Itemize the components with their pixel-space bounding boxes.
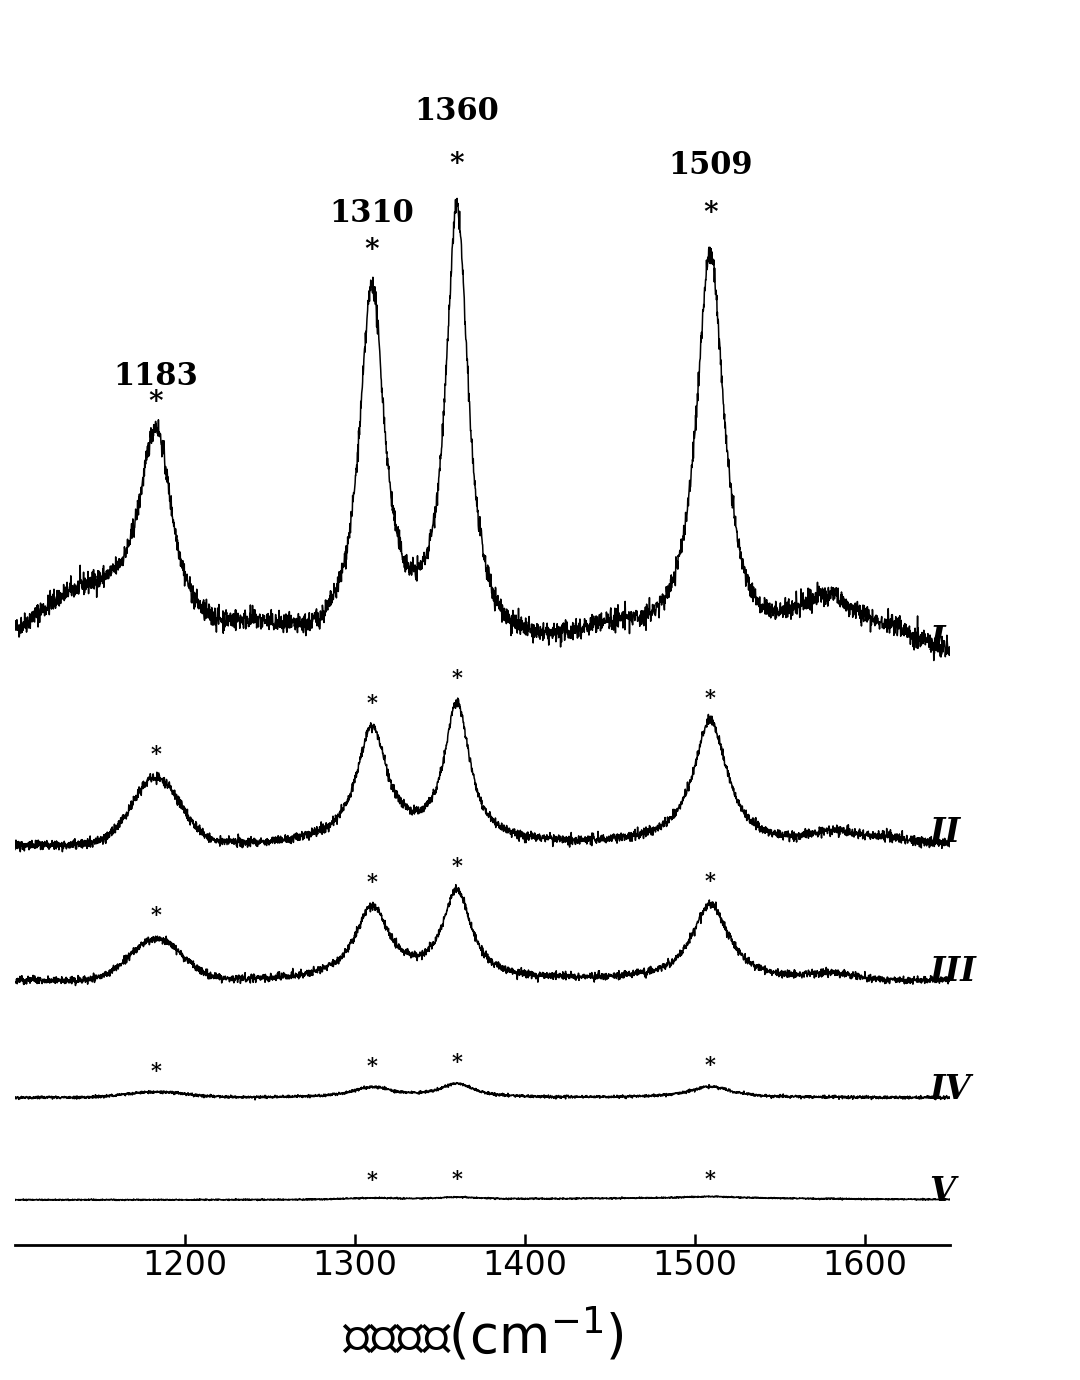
- Text: *: *: [151, 1061, 162, 1081]
- Text: *: *: [451, 1053, 462, 1072]
- Text: *: *: [451, 668, 462, 689]
- Text: *: *: [449, 150, 464, 178]
- Text: *: *: [149, 389, 163, 415]
- Text: *: *: [705, 871, 716, 891]
- Text: *: *: [151, 905, 162, 926]
- Text: *: *: [703, 200, 717, 228]
- Text: 1360: 1360: [415, 95, 499, 127]
- Text: 1310: 1310: [329, 197, 415, 229]
- Text: 1509: 1509: [669, 149, 753, 181]
- Text: *: *: [366, 693, 377, 713]
- Text: 1183: 1183: [113, 360, 199, 392]
- Text: *: *: [705, 1169, 716, 1188]
- Text: *: *: [366, 1170, 377, 1190]
- Text: II: II: [930, 816, 961, 849]
- Text: I: I: [930, 624, 945, 657]
- Text: *: *: [705, 1056, 716, 1075]
- Text: *: *: [366, 872, 377, 891]
- Text: III: III: [930, 955, 976, 988]
- Text: V: V: [930, 1176, 956, 1209]
- X-axis label: 拉曼位移(cm$^{-1}$): 拉曼位移(cm$^{-1}$): [341, 1307, 623, 1365]
- Text: *: *: [705, 687, 716, 708]
- Text: *: *: [366, 1056, 377, 1075]
- Text: IV: IV: [930, 1074, 971, 1107]
- Text: *: *: [151, 744, 162, 765]
- Text: *: *: [451, 1169, 462, 1190]
- Text: *: *: [365, 237, 379, 264]
- Text: *: *: [451, 856, 462, 876]
